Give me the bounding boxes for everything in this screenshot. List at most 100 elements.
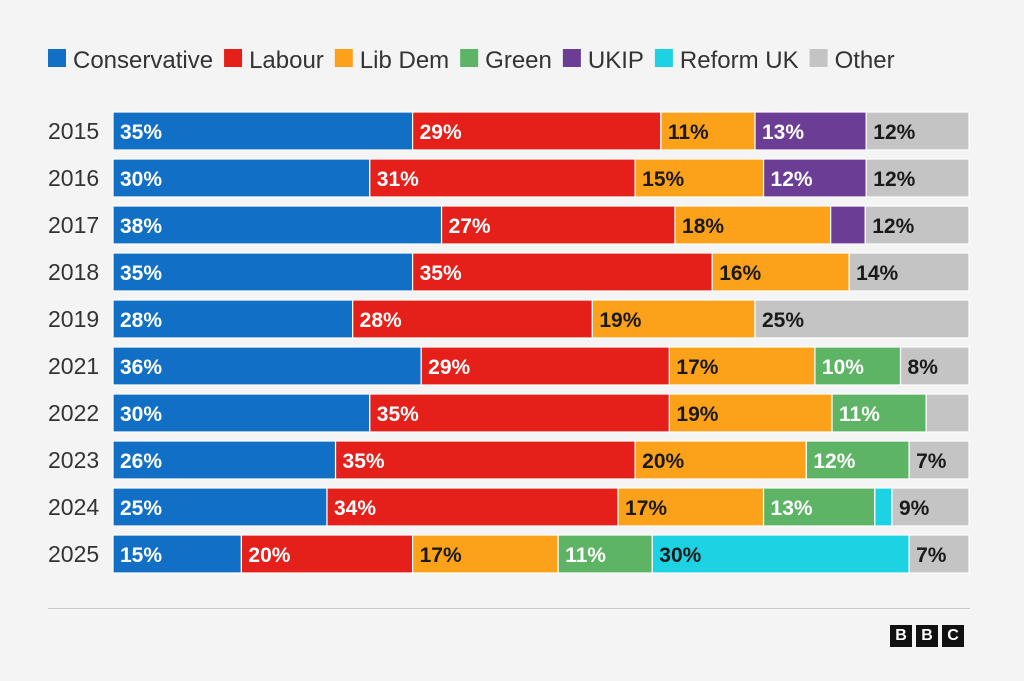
bar-label-ukip-2016: 12% bbox=[771, 168, 813, 191]
bar-label-other-2019: 25% bbox=[762, 309, 804, 332]
bar-label-other-2025: 7% bbox=[916, 544, 947, 567]
year-label-2024: 2024 bbox=[48, 494, 99, 520]
bar-label-labour-2017: 27% bbox=[449, 215, 491, 238]
bar-labour-2022 bbox=[369, 393, 670, 433]
bar-ukip-2017 bbox=[830, 205, 866, 245]
bar-conservative-2022 bbox=[112, 393, 371, 433]
bar-other-2022 bbox=[925, 393, 970, 433]
legend-label-other: Other bbox=[835, 47, 895, 74]
legend-swatch-green bbox=[460, 49, 479, 67]
year-label-2021: 2021 bbox=[48, 353, 99, 379]
legend-swatch-other bbox=[809, 49, 828, 67]
bar-conservative-2025 bbox=[112, 534, 242, 574]
bar-label-lib-dem-2023: 20% bbox=[642, 450, 684, 473]
bar-other-2024 bbox=[891, 487, 970, 527]
bbc-logo-letter-1: B bbox=[890, 625, 912, 647]
legend-label-ukip: UKIP bbox=[588, 47, 644, 74]
bar-lib-dem-2019 bbox=[591, 299, 756, 339]
bar-label-labour-2024: 34% bbox=[334, 497, 376, 520]
bottom-divider bbox=[48, 608, 970, 609]
bar-conservative-2017 bbox=[112, 205, 443, 245]
bar-label-green-2024: 13% bbox=[771, 497, 813, 520]
bar-labour-2015 bbox=[412, 111, 662, 151]
bar-label-conservative-2015: 35% bbox=[120, 121, 162, 144]
bar-label-lib-dem-2016: 15% bbox=[642, 168, 684, 191]
bar-label-lib-dem-2025: 17% bbox=[420, 544, 462, 567]
bar-label-conservative-2023: 26% bbox=[120, 450, 162, 473]
bar-lib-dem-2016 bbox=[634, 158, 765, 198]
bar-green-2024 bbox=[762, 487, 876, 527]
bar-label-other-2024: 9% bbox=[899, 497, 930, 520]
bbc-logo-letter-3: C bbox=[942, 625, 964, 647]
bar-label-labour-2019: 28% bbox=[360, 309, 402, 332]
year-label-2019: 2019 bbox=[48, 306, 99, 332]
bar-labour-2021 bbox=[420, 346, 671, 386]
bar-label-conservative-2017: 38% bbox=[120, 215, 162, 238]
year-label-2022: 2022 bbox=[48, 400, 99, 426]
bar-label-other-2015: 12% bbox=[873, 121, 915, 144]
bar-label-green-2022: 11% bbox=[839, 403, 880, 426]
bar-label-green-2025: 11% bbox=[565, 544, 606, 567]
year-label-2018: 2018 bbox=[48, 259, 99, 285]
year-label-2017: 2017 bbox=[48, 212, 99, 238]
bar-lib-dem-2025 bbox=[412, 534, 559, 574]
legend-swatch-reform-uk bbox=[654, 49, 673, 67]
bar-reform-uk-2024 bbox=[874, 487, 893, 527]
bar-conservative-2024 bbox=[112, 487, 328, 527]
bar-label-lib-dem-2017: 18% bbox=[682, 215, 724, 238]
bar-label-other-2023: 7% bbox=[916, 450, 947, 473]
bar-label-labour-2023: 35% bbox=[343, 450, 385, 473]
legend-label-reform-uk: Reform UK bbox=[680, 47, 799, 74]
bar-label-other-2021: 8% bbox=[908, 356, 939, 379]
bbc-logo-letter-2: B bbox=[916, 625, 938, 647]
bar-lib-dem-2022 bbox=[668, 393, 833, 433]
bar-label-green-2023: 12% bbox=[813, 450, 855, 473]
legend-label-green: Green bbox=[485, 47, 552, 74]
bar-label-lib-dem-2024: 17% bbox=[625, 497, 667, 520]
bar-label-conservative-2016: 30% bbox=[120, 168, 162, 191]
legend-swatch-lib-dem bbox=[334, 49, 353, 67]
legend-label-lib-dem: Lib Dem bbox=[360, 47, 449, 74]
legend-swatch-labour bbox=[224, 49, 243, 67]
bar-conservative-2023 bbox=[112, 440, 337, 480]
bar-conservative-2021 bbox=[112, 346, 422, 386]
bar-label-labour-2021: 29% bbox=[428, 356, 470, 379]
bar-label-ukip-2015: 13% bbox=[762, 121, 804, 144]
bar-other-2021 bbox=[899, 346, 970, 386]
bar-conservative-2018 bbox=[112, 252, 414, 292]
bar-label-conservative-2024: 25% bbox=[120, 497, 162, 520]
bar-green-2021 bbox=[814, 346, 902, 386]
bar-other-2018 bbox=[848, 252, 970, 292]
bar-label-lib-dem-2019: 19% bbox=[599, 309, 641, 332]
legend-label-conservative: Conservative bbox=[73, 47, 213, 74]
bar-conservative-2016 bbox=[112, 158, 371, 198]
bar-lib-dem-2017 bbox=[674, 205, 832, 245]
legend-swatch-ukip bbox=[562, 49, 581, 67]
bar-ukip-2016 bbox=[762, 158, 867, 198]
year-label-2023: 2023 bbox=[48, 447, 99, 473]
bar-label-reform-uk-2025: 30% bbox=[659, 544, 701, 567]
bar-conservative-2019 bbox=[112, 299, 354, 339]
bar-lib-dem-2018 bbox=[711, 252, 850, 292]
legend: Conservative Labour Lib Dem Green UKIP Reform… bbox=[48, 47, 895, 74]
bar-label-conservative-2019: 28% bbox=[120, 309, 162, 332]
bar-label-other-2017: 12% bbox=[872, 215, 914, 238]
bar-lib-dem-2015 bbox=[660, 111, 756, 151]
year-label-2016: 2016 bbox=[48, 165, 99, 191]
bar-other-2025 bbox=[908, 534, 970, 574]
bar-label-lib-dem-2021: 17% bbox=[676, 356, 718, 379]
bar-label-lib-dem-2022: 19% bbox=[676, 403, 718, 426]
bar-label-conservative-2022: 30% bbox=[120, 403, 162, 426]
bar-label-other-2018: 14% bbox=[856, 262, 898, 285]
bar-other-2023 bbox=[908, 440, 970, 480]
bar-label-labour-2025: 20% bbox=[248, 544, 290, 567]
bar-other-2016 bbox=[865, 158, 970, 198]
bar-other-2019 bbox=[754, 299, 970, 339]
bar-lib-dem-2024 bbox=[617, 487, 765, 527]
bar-other-2017 bbox=[864, 205, 970, 245]
bbc-logo: B B C bbox=[890, 625, 964, 647]
bar-label-labour-2018: 35% bbox=[420, 262, 462, 285]
bar-label-conservative-2021: 36% bbox=[120, 356, 162, 379]
bar-labour-2024 bbox=[326, 487, 619, 527]
